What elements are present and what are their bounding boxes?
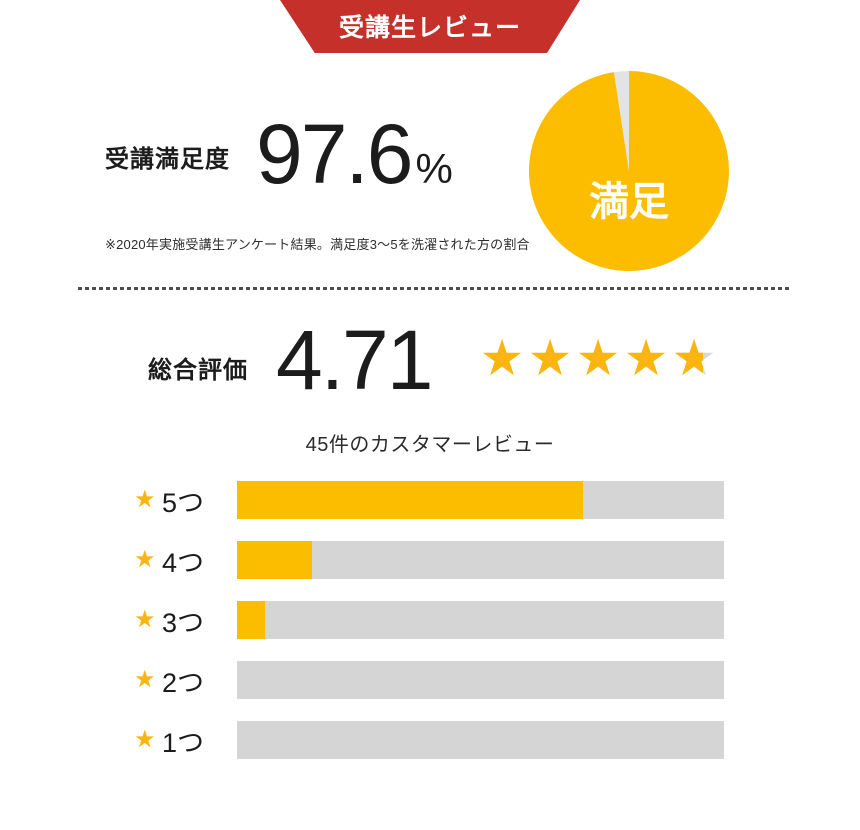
star-icon: ★ (575, 330, 621, 386)
satisfaction-pie-chart: 満足 (528, 70, 729, 271)
rating-bar-label: 4つ (162, 547, 205, 578)
star-icon: ★ (134, 726, 156, 753)
star-fill-glyph: ★ (671, 332, 704, 384)
rating-bar-label: 5つ (162, 487, 205, 518)
overall-rating-value: 4.71 (276, 313, 433, 407)
ribbon-title: 受講生レビュー (338, 13, 521, 42)
star-icon: ★ (527, 330, 573, 386)
rating-bar-label: 3つ (162, 607, 205, 638)
satisfaction-block: 受講満足度 97.6 % (105, 112, 453, 196)
satisfaction-value: 97.6 (256, 107, 413, 201)
rating-bar-track (237, 721, 724, 759)
star-empty-glyph: ★ (671, 330, 717, 386)
rating-bar-row-5: ★ 5つ (134, 481, 724, 519)
rating-bar-row-4: ★ 4つ (134, 541, 724, 579)
pie-center-label: 満足 (589, 180, 669, 224)
satisfaction-footnote: ※2020年実施受講生アンケート結果。満足度3〜5を洗濯された方の割合 (105, 237, 530, 252)
overall-rating-label: 総合評価 (148, 356, 248, 384)
dotted-divider (78, 287, 790, 290)
rating-bar-label: 1つ (162, 727, 205, 758)
reviews-count-caption: 45件のカスタマーレビュー (305, 434, 555, 456)
pie-rest-slice (613, 70, 629, 171)
rating-distribution-chart: ★ 5つ ★ 4つ ★ 3つ ★ 2つ (134, 481, 724, 781)
star-icon: ★ (134, 546, 156, 573)
star-partial-fill: ★ (670, 332, 704, 384)
star-icon: ★ (623, 330, 669, 386)
star-icon: ★ (134, 606, 156, 633)
pie-main-slice (528, 71, 729, 271)
star-icon: ★ (134, 666, 156, 693)
rating-bar-track (237, 661, 724, 699)
rating-bar-label: 2つ (162, 667, 205, 698)
pie-svg: 満足 (528, 70, 729, 271)
rating-bar-row-1: ★ 1つ (134, 721, 724, 759)
rating-bar-fill (237, 601, 265, 639)
rating-bar-row-3: ★ 3つ (134, 601, 724, 639)
satisfaction-figure: 97.6 % (256, 112, 453, 196)
rating-bar-fill (237, 541, 312, 579)
satisfaction-unit: % (415, 145, 453, 192)
rating-bar-track (237, 481, 724, 519)
rating-bar-row-2: ★ 2つ (134, 661, 724, 699)
rating-bar-fill (237, 481, 583, 519)
satisfaction-label: 受講満足度 (105, 145, 230, 173)
star-icon: ★ (134, 486, 156, 513)
rating-bar-track (237, 541, 724, 579)
overall-rating-block: 総合評価 4.71 (148, 313, 433, 407)
rating-stars: ★ ★ ★ ★ ★ ★ (478, 332, 718, 384)
section-ribbon: 受講生レビュー (280, 0, 580, 53)
star-partial-icon: ★ ★ (670, 332, 718, 384)
rating-bar-track (237, 601, 724, 639)
star-icon: ★ (479, 330, 525, 386)
